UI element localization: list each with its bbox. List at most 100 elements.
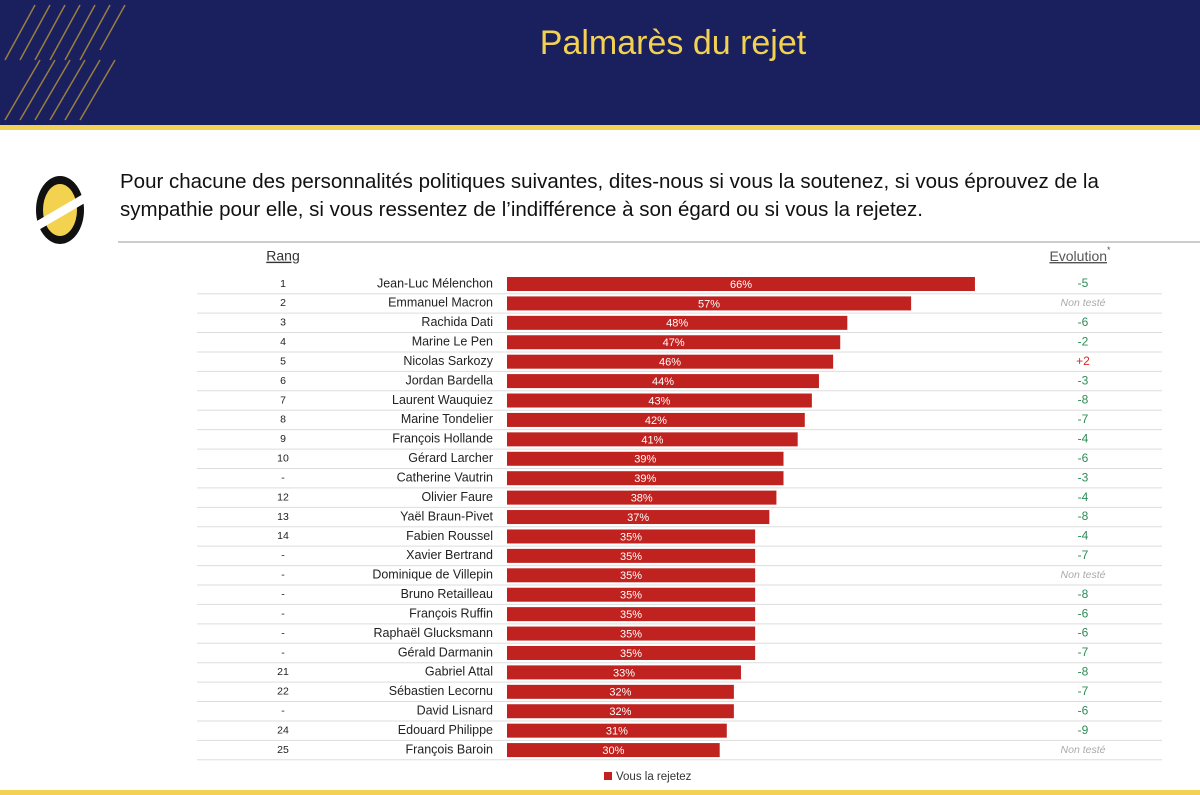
value-label: 38%	[631, 493, 653, 505]
evolution: -3	[1078, 373, 1089, 387]
category-label: Fabien Roussel	[406, 529, 493, 543]
value-label: 33%	[613, 667, 635, 679]
evolution: -6	[1078, 626, 1089, 640]
bar	[507, 412, 805, 427]
value-label: 44%	[652, 376, 674, 388]
bar	[507, 335, 841, 350]
evolution: -6	[1078, 451, 1089, 465]
rank: -	[281, 627, 285, 639]
value-label: 57%	[698, 298, 720, 310]
value-label: 32%	[609, 706, 631, 718]
evolution: -5	[1078, 276, 1089, 290]
category-label: Jean-Luc Mélenchon	[377, 276, 493, 290]
evolution-header-marker: *	[1107, 245, 1111, 255]
bar	[507, 315, 848, 330]
evolution: -2	[1078, 334, 1089, 348]
value-label: 43%	[648, 395, 670, 407]
rank: -	[281, 608, 285, 620]
bar	[507, 587, 756, 602]
category-label: François Ruffin	[409, 606, 493, 620]
category-label: Marine Le Pen	[412, 335, 493, 349]
bar	[507, 451, 784, 466]
evolution: -6	[1078, 703, 1089, 717]
value-label: 47%	[663, 337, 685, 349]
question: Pour chacune des personnalités politique…	[120, 170, 1099, 221]
category-label: Nicolas Sarkozy	[403, 354, 493, 368]
bar	[507, 354, 834, 369]
rank: -	[281, 472, 285, 484]
value-label: 42%	[645, 415, 667, 427]
rank: 10	[277, 453, 289, 465]
header-rule	[0, 125, 1200, 130]
category-label: Marine Tondelier	[401, 412, 493, 426]
evolution: -8	[1078, 665, 1089, 679]
value-label: 35%	[620, 628, 642, 640]
rank: 6	[280, 375, 286, 387]
value-label: 35%	[620, 590, 642, 602]
bar	[507, 529, 756, 544]
evolution: -6	[1078, 606, 1089, 620]
category-label: Rachida Dati	[421, 315, 493, 329]
evolution: -4	[1078, 490, 1089, 504]
evolution: -7	[1078, 645, 1089, 659]
category-label: Raphaël Glucksmann	[373, 626, 493, 640]
category-label: Bruno Retailleau	[401, 587, 493, 601]
category-label: Emmanuel Macron	[388, 296, 493, 310]
rank: 14	[277, 530, 289, 542]
title: Palmarès du rejet	[540, 24, 807, 62]
value-label: 48%	[666, 318, 688, 330]
evolution-header-text: Evolution	[1049, 248, 1107, 264]
rank: -	[281, 647, 285, 659]
rank: -	[281, 705, 285, 717]
bar	[507, 723, 727, 738]
footer-rule	[0, 790, 1200, 795]
legend-label: Vous la rejetez	[616, 771, 692, 783]
evolution: +2	[1076, 354, 1090, 368]
header-pattern	[4, 4, 126, 121]
bar	[507, 471, 784, 486]
evolution: Non testé	[1061, 569, 1106, 581]
evolution: -3	[1078, 470, 1089, 484]
evolution-header: Evolution*	[1049, 245, 1111, 263]
evolution: -6	[1078, 315, 1089, 329]
evolution: -4	[1078, 529, 1089, 543]
evolution: -7	[1078, 548, 1089, 562]
value-label: 35%	[620, 531, 642, 543]
category-label: Catherine Vautrin	[397, 470, 493, 484]
category-label: François Baroin	[405, 742, 493, 756]
rank: 4	[280, 336, 286, 348]
category-label: David Lisnard	[417, 704, 493, 718]
evolution: -9	[1078, 723, 1089, 737]
bar	[507, 548, 756, 563]
bar	[507, 665, 741, 680]
rank: 1	[280, 278, 286, 290]
evolution: -8	[1078, 393, 1089, 407]
category-label: Gérald Darmanin	[398, 645, 493, 659]
bar	[507, 296, 912, 311]
category-label: Xavier Bertrand	[406, 548, 493, 562]
category-label: Jordan Bardella	[405, 373, 493, 387]
category-label: Olivier Faure	[421, 490, 493, 504]
category-label: François Hollande	[392, 432, 493, 446]
value-label: 31%	[606, 726, 628, 738]
bar	[507, 743, 720, 758]
rank: 22	[277, 686, 289, 698]
rank: 13	[277, 511, 289, 523]
question-box: Pour chacune des personnalités politique…	[120, 170, 1099, 221]
rank-header: Rang	[266, 248, 299, 264]
value-label: 66%	[730, 279, 752, 291]
category-label: Sébastien Lecornu	[389, 684, 493, 698]
bar	[507, 277, 975, 291]
value-label: 35%	[620, 551, 642, 563]
evolution: -7	[1078, 412, 1089, 426]
category-label: Laurent Wauquiez	[392, 393, 493, 407]
category-label: Gérard Larcher	[408, 451, 493, 465]
bar	[507, 684, 734, 699]
header-band	[0, 0, 1200, 125]
rank: 3	[280, 317, 286, 329]
rank: 21	[277, 666, 289, 678]
bar	[507, 374, 819, 389]
category-label: Dominique de Villepin	[372, 568, 493, 582]
logo	[30, 176, 90, 244]
